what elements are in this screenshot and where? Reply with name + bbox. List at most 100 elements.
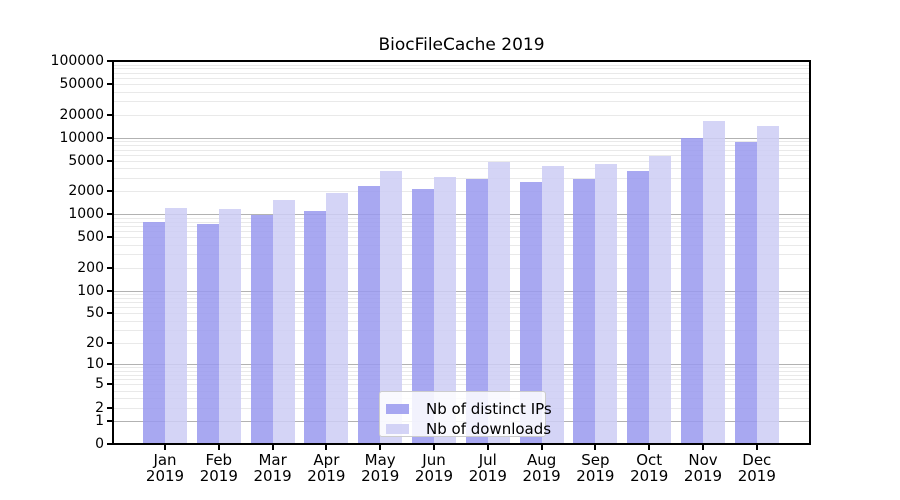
y-tick-label: 50000	[59, 76, 104, 93]
gridline-minor	[113, 177, 810, 179]
gridline-minor	[113, 84, 810, 86]
bar-downloads-jul	[487, 161, 510, 444]
chart-title: BiocFileCache 2019	[378, 35, 545, 55]
y-tick	[107, 341, 112, 344]
x-tick-label-month: Apr	[313, 451, 340, 469]
gridline-minor	[113, 221, 810, 223]
y-tick-label: 2	[95, 399, 104, 416]
x-tick-label-month: Nov	[688, 451, 718, 469]
gridline-minor	[113, 226, 810, 227]
y-tick	[107, 266, 112, 269]
x-tick-label: May 2019	[348, 452, 412, 484]
y-tick-label: 10000	[59, 129, 104, 146]
gridline-major	[113, 290, 810, 292]
y-tick-label: 50	[86, 305, 104, 322]
x-tick-label-month: Oct	[636, 451, 663, 469]
gridline-minor	[113, 367, 810, 369]
gridline-minor	[113, 320, 810, 322]
gridline-minor	[113, 254, 810, 256]
legend-item-distinct-ips: Nb of distinct IPs	[380, 399, 552, 419]
y-tick-label: 10	[86, 356, 104, 373]
gridline-minor	[113, 145, 810, 146]
x-tick-label: Jun 2019	[402, 452, 466, 484]
x-tick-label-month: May	[364, 451, 396, 469]
x-tick-label-year: 2019	[737, 467, 776, 485]
legend: Nb of distinct IPs Nb of downloads	[379, 391, 552, 438]
gridline-minor	[113, 342, 810, 344]
x-tick-label-year: 2019	[630, 467, 669, 485]
y-tick-label: 100	[77, 282, 104, 299]
bar-downloads-jan	[165, 207, 187, 444]
y-tick-label: 5000	[68, 152, 104, 169]
bar-distinct-ips-may	[358, 185, 381, 444]
gridline-minor	[113, 149, 810, 151]
x-tick	[755, 445, 758, 450]
gridline-minor	[113, 141, 810, 143]
y-tick	[107, 60, 112, 62]
x-tick	[648, 445, 651, 450]
gridline-minor	[113, 72, 810, 74]
x-tick-label-year: 2019	[361, 467, 400, 485]
gridline-minor	[113, 68, 810, 70]
x-tick	[702, 445, 704, 450]
y-tick	[107, 289, 112, 292]
legend-swatch-downloads	[386, 424, 409, 434]
x-tick-label-year: 2019	[576, 467, 615, 485]
x-tick-label-month: Aug	[526, 451, 557, 469]
x-tick-label: Jan 2019	[133, 452, 197, 484]
x-tick-label-year: 2019	[522, 467, 561, 485]
y-tick	[107, 190, 112, 193]
bar-distinct-ips-oct	[627, 170, 650, 444]
x-tick	[433, 445, 435, 450]
y-tick-label: 20000	[59, 106, 104, 123]
gridline-minor	[113, 293, 810, 295]
gridline-minor	[113, 231, 810, 233]
x-tick-label: Dec 2019	[725, 452, 789, 484]
gridline-minor	[113, 370, 810, 372]
y-tick	[107, 312, 112, 315]
gridline-minor	[113, 302, 810, 304]
x-tick-label: Mar 2019	[241, 452, 305, 484]
bar-downloads-may	[380, 170, 403, 444]
x-tick-label: Nov 2019	[671, 452, 735, 484]
bar-distinct-ips-feb	[196, 223, 219, 444]
bar-downloads-oct	[649, 155, 672, 444]
x-tick-label: Jul 2019	[456, 452, 520, 484]
y-tick-label: 1	[95, 412, 104, 429]
x-tick-label: Oct 2019	[617, 452, 681, 484]
gridline-minor	[113, 307, 810, 309]
gridline-minor	[113, 384, 810, 386]
gridline-minor	[113, 154, 810, 156]
gridline-minor	[113, 297, 810, 299]
x-tick	[594, 445, 597, 450]
gridline-minor	[113, 267, 810, 269]
legend-swatch-distinct-ips	[386, 404, 409, 414]
x-tick-label-month: Sep	[581, 451, 610, 469]
x-tick	[271, 445, 274, 450]
y-tick	[107, 83, 112, 86]
bar-downloads-mar	[272, 199, 295, 444]
legend-label-distinct-ips: Nb of distinct IPs	[426, 400, 552, 418]
gridline-major	[113, 214, 810, 216]
y-tick	[107, 406, 112, 409]
y-tick	[107, 236, 112, 239]
x-tick-label-year: 2019	[145, 467, 185, 485]
x-tick	[486, 445, 489, 450]
x-tick-label-year: 2019	[199, 467, 238, 485]
x-tick	[217, 445, 220, 450]
bar-distinct-ips-apr	[304, 210, 327, 444]
bar-distinct-ips-sep	[573, 178, 596, 444]
gridline-minor	[113, 329, 810, 331]
y-tick-label: 2000	[68, 183, 104, 200]
gridline-minor	[113, 114, 810, 116]
bar-distinct-ips-mar	[250, 214, 273, 444]
x-tick	[164, 445, 166, 450]
y-tick-label: 20	[86, 334, 104, 351]
gridline-minor	[113, 101, 810, 103]
x-tick-label-year: 2019	[253, 467, 292, 485]
bar-downloads-aug	[541, 165, 564, 444]
x-tick-label: Aug 2019	[510, 452, 574, 484]
y-tick	[107, 363, 112, 366]
x-tick-label-month: Jan	[153, 451, 177, 469]
